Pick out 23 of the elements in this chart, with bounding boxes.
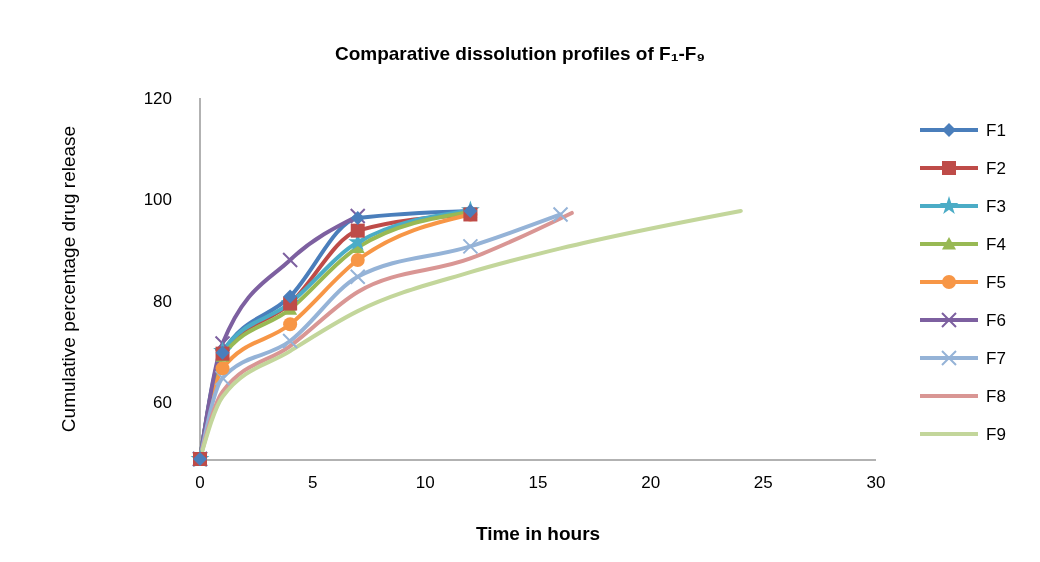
x-tick-label: 30 — [866, 473, 886, 492]
x-axis-title: Time in hours — [475, 523, 601, 544]
x-tick-label: 20 — [641, 473, 661, 492]
legend-label: F6 — [986, 311, 1006, 330]
y-tick-label: 100 — [143, 190, 172, 210]
legend-label: F7 — [986, 349, 1006, 368]
legend-label: F2 — [986, 159, 1006, 178]
x-tick-label: 25 — [753, 473, 773, 492]
chart-title: Comparative dissolution profiles of F₁-F₉ — [334, 43, 706, 64]
legend-label: F3 — [986, 197, 1006, 216]
x-tick-label: 5 — [307, 473, 318, 492]
y-tick-label: 120 — [143, 89, 172, 108]
x-tick-label: 15 — [528, 473, 548, 492]
y-tick-label: 80 — [153, 291, 172, 311]
legend-label: F9 — [986, 425, 1006, 444]
legend-label: F8 — [986, 387, 1006, 406]
y-tick-label: 60 — [153, 392, 172, 412]
x-tick-label: 10 — [415, 473, 435, 492]
y-axis-title: Cumulative percentage drug release — [58, 125, 79, 433]
legend-label: F5 — [986, 273, 1006, 292]
x-tick-label: 0 — [195, 473, 205, 492]
legend-label: F1 — [986, 121, 1006, 140]
legend-label: F4 — [986, 235, 1006, 254]
